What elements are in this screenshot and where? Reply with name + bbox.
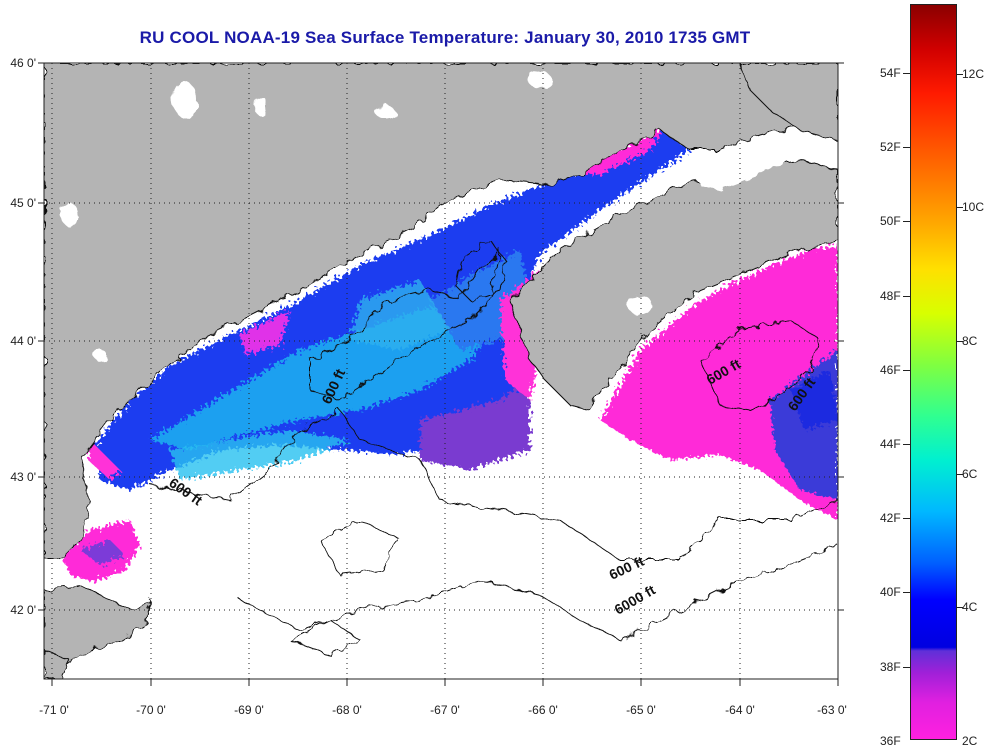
colorbar-c-label: 10C — [962, 200, 984, 214]
lat-label: 43 0' — [10, 470, 36, 484]
colorbar-c-label: 4C — [962, 600, 978, 614]
lon-label: -63 0' — [817, 703, 847, 717]
colorbar-f-label: 50F — [880, 214, 901, 228]
colorbar-f-label: 52F — [880, 140, 901, 154]
map-frame — [43, 62, 839, 680]
lon-label: -66 0' — [528, 703, 558, 717]
lat-label: 42 0' — [10, 603, 36, 617]
colorbar-f-label: 38F — [880, 660, 901, 674]
colorbar-c-label: 2C — [962, 734, 978, 748]
colorbar-c-label: 12C — [962, 67, 984, 81]
colorbar-f-label: 40F — [880, 585, 901, 599]
colorbar-f-label: 46F — [880, 363, 901, 377]
lat-label: 46 0' — [10, 56, 36, 70]
sst-field-cape-cod-bay — [62, 520, 140, 582]
temperature-colorbar — [910, 4, 957, 740]
lon-label: -67 0' — [430, 703, 460, 717]
colorbar-c-label: 6C — [962, 467, 978, 481]
lat-label: 44 0' — [10, 334, 36, 348]
colorbar-f-label: 54F — [880, 66, 901, 80]
longitude-labels: -71 0' -70 0' -69 0' -68 0' -67 0' -66 0… — [39, 703, 847, 717]
inland-lakes — [62, 72, 800, 361]
lon-label: -71 0' — [39, 703, 69, 717]
colorbar-f-label: 36F — [880, 734, 901, 748]
lon-label: -70 0' — [136, 703, 166, 717]
lon-label: -68 0' — [332, 703, 362, 717]
depth-contours — [149, 239, 838, 656]
colorbar-f-label: 44F — [880, 437, 901, 451]
axis-ticks — [38, 62, 844, 686]
lon-label: -65 0' — [626, 703, 656, 717]
colorbar-c-label: 8C — [962, 334, 978, 348]
sst-field-scotian-shelf — [600, 245, 838, 520]
lon-label: -69 0' — [234, 703, 264, 717]
lat-label: 45 0' — [10, 196, 36, 210]
land — [44, 63, 838, 679]
lon-label: -64 0' — [725, 703, 755, 717]
colorbar-f-label: 48F — [880, 289, 901, 303]
colorbar-f-label: 42F — [880, 511, 901, 525]
latitude-labels: 46 0' 45 0' 44 0' 43 0' 42 0' — [10, 56, 36, 617]
chart-title: RU COOL NOAA-19 Sea Surface Temperature:… — [139, 28, 751, 47]
